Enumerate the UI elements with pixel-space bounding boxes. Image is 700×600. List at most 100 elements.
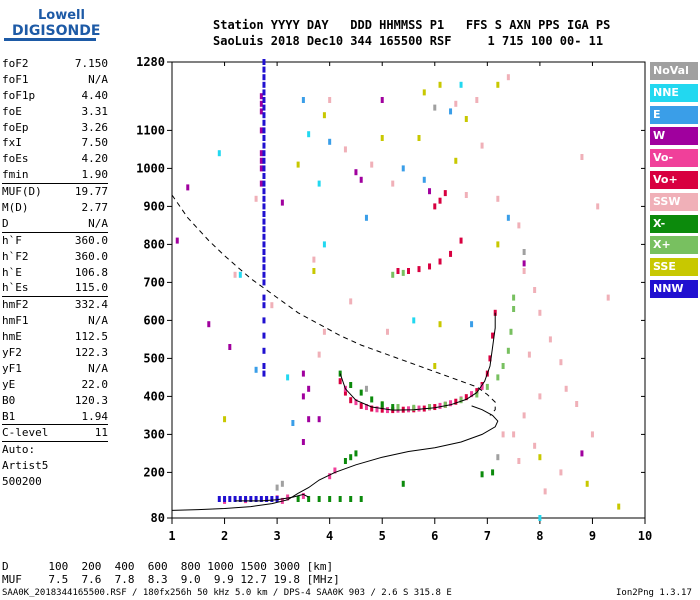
data-point-vo- xyxy=(459,237,463,244)
data-point-nnw xyxy=(262,127,266,134)
data-point-ssw xyxy=(527,351,531,358)
data-point-w xyxy=(301,393,305,400)
data-point-vo- xyxy=(449,250,453,257)
data-point-vo- xyxy=(438,258,442,265)
data-point-nne xyxy=(286,374,290,381)
data-point-x- xyxy=(317,496,321,502)
param-value: 3.31 xyxy=(81,104,109,118)
data-point-w xyxy=(228,344,232,350)
data-point-nnw xyxy=(262,112,266,119)
data-point-vo- xyxy=(364,404,368,411)
data-point-nnw xyxy=(262,347,266,354)
data-point-nnw xyxy=(262,264,266,271)
data-point-x- xyxy=(496,374,500,381)
data-point-sse xyxy=(538,454,542,461)
data-point-noval xyxy=(522,249,526,255)
legend-item: NNE xyxy=(650,83,698,102)
data-point-nnw xyxy=(254,496,258,502)
data-point-e xyxy=(364,214,368,221)
param-row: MUF(D) 19.77 xyxy=(2,184,108,200)
curve-esprofile xyxy=(235,493,309,502)
data-point-nne xyxy=(412,317,416,324)
data-point-x- xyxy=(475,391,479,398)
data-point-vo- xyxy=(343,389,347,396)
data-point-vo- xyxy=(417,266,421,273)
data-point-x- xyxy=(349,454,353,461)
data-point-nne xyxy=(322,241,326,248)
data-point-sse xyxy=(496,241,500,248)
y-tick-label: 200 xyxy=(143,465,165,479)
data-point-nnw xyxy=(228,496,232,502)
param-label: foEp xyxy=(2,120,29,134)
data-point-ssw xyxy=(559,359,563,366)
data-point-nnw xyxy=(262,370,266,377)
data-point-x- xyxy=(328,496,332,502)
param-label: B0 xyxy=(2,393,16,407)
data-point-e xyxy=(470,321,474,328)
data-point-nnw xyxy=(223,496,227,502)
param-label: h`E xyxy=(2,265,22,279)
param-value: 122.3 xyxy=(74,346,108,360)
lowell-digisonde-logo: Lowell DIGISONDE xyxy=(4,8,100,50)
data-point-noval xyxy=(280,480,284,487)
data-point-w xyxy=(307,385,311,392)
curve-dashed xyxy=(171,194,496,416)
data-point-ssw xyxy=(475,97,479,103)
data-point-ssw xyxy=(385,328,389,335)
data-point-nnw xyxy=(262,226,266,233)
data-point-w xyxy=(259,93,263,100)
x-tick-label: 7 xyxy=(484,529,491,543)
version-text: Ion2Png 1.3.17 xyxy=(616,588,692,598)
y-tick-label: 900 xyxy=(143,199,165,213)
legend-item: E xyxy=(650,105,698,124)
param-label: yF1 xyxy=(2,361,22,375)
x-tick-label: 6 xyxy=(431,529,438,543)
data-point-w xyxy=(259,165,263,172)
data-point-x- xyxy=(412,404,416,411)
param-value: 2.77 xyxy=(81,201,109,215)
data-point-ssw xyxy=(506,74,510,81)
param-row: h`Es 115.0 xyxy=(2,280,108,298)
param-value: 360.0 xyxy=(74,249,108,263)
data-point-vo- xyxy=(338,378,342,385)
logo-underline xyxy=(4,38,96,41)
legend-item: X+ xyxy=(650,236,698,255)
data-point-ssw xyxy=(596,203,600,210)
data-point-vo- xyxy=(385,407,389,414)
data-point-ssw xyxy=(233,271,237,278)
data-point-w xyxy=(354,169,358,176)
data-point-sse xyxy=(223,416,227,423)
data-point-sse xyxy=(312,268,316,274)
data-point-vo- xyxy=(480,383,484,390)
data-point-x- xyxy=(459,397,463,404)
data-point-nnw xyxy=(244,496,248,502)
data-point-w xyxy=(259,108,263,115)
data-point-ssw xyxy=(254,195,258,202)
legend-item: SSW xyxy=(650,192,698,211)
data-point-w xyxy=(522,260,526,267)
data-point-x- xyxy=(401,269,405,276)
data-point-vo- xyxy=(380,406,384,413)
data-point-x- xyxy=(512,294,516,301)
param-label: h`F2 xyxy=(2,249,29,263)
data-point-w xyxy=(301,370,305,377)
legend-item: NoVal xyxy=(650,62,698,80)
data-point-nnw xyxy=(262,157,266,164)
data-point-nnw xyxy=(262,165,266,172)
data-point-w xyxy=(259,180,263,187)
data-point-vo- xyxy=(407,268,410,274)
param-label: yE xyxy=(2,377,16,391)
data-point-nnw xyxy=(262,150,266,157)
data-point-w xyxy=(175,237,179,244)
data-point-ssw xyxy=(533,442,537,449)
data-point-x- xyxy=(338,370,342,377)
logo-lowell-text: Lowell xyxy=(38,8,85,23)
data-point-vo- xyxy=(443,190,447,197)
param-value: 332.4 xyxy=(74,298,108,312)
data-point-nnw xyxy=(262,211,266,217)
data-point-x- xyxy=(359,496,363,502)
param-value: 106.8 xyxy=(74,265,108,279)
param-label: h`Es xyxy=(2,281,29,295)
param-row: fmin 1.90 xyxy=(2,167,108,185)
param-label: foF1p xyxy=(2,88,36,102)
